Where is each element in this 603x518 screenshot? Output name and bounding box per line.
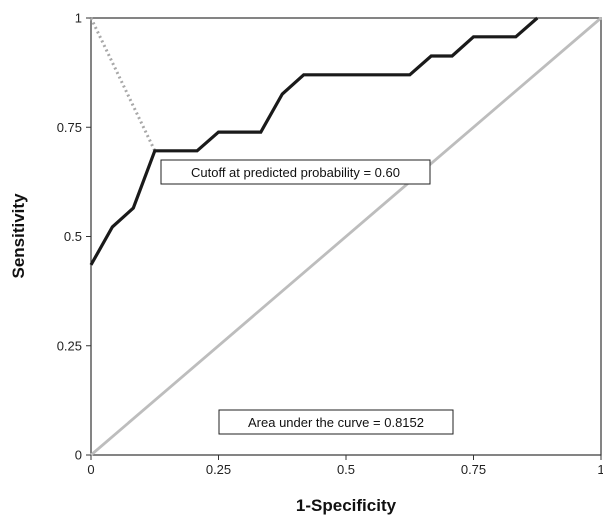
cutoff-annotation-text: Cutoff at predicted probability = 0.60: [191, 165, 400, 180]
y-tick-label: 0.75: [57, 120, 82, 135]
auc-annotation-text: Area under the curve = 0.8152: [248, 415, 424, 430]
y-tick-label: 0.25: [57, 338, 82, 353]
auc-annotation-box: [218, 409, 454, 435]
x-tick-label: 0.5: [337, 462, 355, 477]
axis-ticks: [86, 17, 602, 460]
reference-diagonal-line: [90, 16, 602, 457]
cutoff-annotation-box: [160, 159, 431, 185]
roc-curve-line: [89, 16, 539, 266]
y-tick-label: 1: [75, 11, 82, 26]
y-tick-label: 0: [75, 448, 82, 463]
tick-labels: 0 0.25 0.5 0.75 1 0 0.25 0.5 0.75 1: [57, 11, 603, 478]
y-tick-label: 0.5: [64, 229, 82, 244]
cutoff-annotation: Cutoff at predicted probability = 0.60: [160, 159, 431, 185]
auc-annotation: Area under the curve = 0.8152: [218, 409, 454, 435]
y-axis-title: Sensitivity: [9, 193, 28, 279]
x-tick-label: 0.75: [461, 462, 486, 477]
series-layer: [89, 16, 602, 457]
x-tick-label: 0.25: [206, 462, 231, 477]
x-tick-label: 1: [597, 462, 603, 477]
x-tick-label: 0: [87, 462, 94, 477]
x-axis-title: 1-Specificity: [296, 496, 397, 515]
